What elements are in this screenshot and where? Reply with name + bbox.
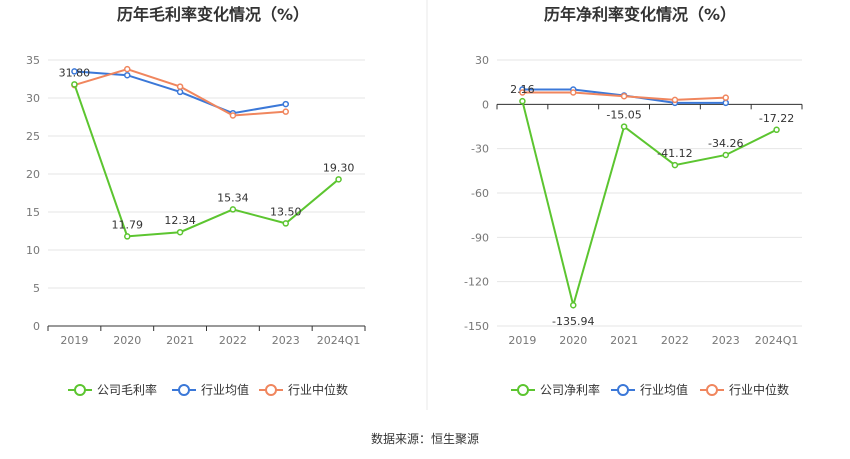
data-point: [282, 100, 289, 108]
net-margin-title: 历年净利率变化情况（%）: [544, 5, 736, 24]
data-point: [282, 108, 289, 115]
x-tick-label: 2020: [113, 334, 141, 347]
y-tick-label: -120: [464, 276, 489, 289]
data-label: 11.79: [112, 218, 144, 231]
data-label: 19.30: [323, 161, 355, 174]
data-point: [773, 126, 780, 134]
legend-label: 行业均值: [640, 382, 688, 397]
gross-margin-legend: 公司毛利率 行业均值 行业中位数: [68, 382, 348, 397]
x-tick-label: 2019: [508, 334, 536, 347]
data-point: [176, 88, 184, 96]
x-tick-label: 2021: [610, 334, 638, 347]
y-tick-label: 35: [26, 54, 40, 67]
data-point: [620, 92, 628, 100]
data-point: [519, 89, 526, 96]
data-point: [335, 176, 342, 183]
y-tick-label: 10: [26, 244, 40, 257]
y-tick-label: -150: [464, 320, 489, 333]
data-point: [519, 97, 526, 105]
data-label: 2.16: [510, 83, 535, 96]
data-point: [620, 123, 628, 130]
data-point: [722, 99, 729, 107]
data-point: [722, 94, 729, 101]
legend-label: 公司毛利率: [97, 382, 157, 397]
legend-marker: [617, 384, 629, 396]
data-point: [229, 206, 237, 213]
x-tick-label: 2020: [559, 334, 587, 347]
series-line: [521, 100, 778, 310]
data-point: [570, 89, 577, 96]
y-tick-label: 30: [475, 54, 489, 67]
data-point: [124, 71, 131, 79]
data-point: [71, 68, 78, 75]
data-point: [176, 228, 184, 236]
legend-marker: [74, 384, 86, 396]
data-label: -41.12: [657, 147, 692, 160]
legend-label: 行业均值: [201, 382, 249, 397]
gross-margin-title: 历年毛利率变化情况（%）: [117, 5, 309, 24]
data-point: [282, 220, 289, 227]
y-tick-label: 5: [33, 282, 40, 295]
x-tick-label: 2019: [60, 334, 88, 347]
data-label: 15.34: [217, 191, 249, 204]
y-tick-label: 25: [26, 130, 40, 143]
data-point: [671, 161, 679, 169]
y-tick-label: 30: [26, 92, 40, 105]
x-tick-label: 2023: [272, 334, 300, 347]
data-point: [124, 65, 131, 73]
net-margin-legend: 公司净利率 行业均值 行业中位数: [511, 382, 789, 397]
data-label: -15.05: [606, 109, 641, 122]
data-source: 数据来源：恒生聚源: [371, 431, 479, 446]
y-tick-label: -30: [471, 143, 489, 156]
legend-marker: [178, 384, 190, 396]
y-tick-label: -60: [471, 187, 489, 200]
legend-marker: [517, 384, 529, 396]
x-tick-label: 2022: [219, 334, 247, 347]
x-tick-label: 2022: [661, 334, 689, 347]
data-point: [71, 81, 78, 88]
legend-label: 行业中位数: [729, 382, 789, 397]
series-line: [73, 83, 340, 238]
y-tick-label: 20: [26, 168, 40, 181]
data-label: -17.22: [759, 112, 794, 125]
data-point: [671, 96, 679, 104]
data-label: 13.50: [270, 205, 302, 218]
x-tick-label: 2024Q1: [755, 334, 799, 347]
legend-marker: [706, 384, 718, 396]
x-tick-label: 2024Q1: [317, 334, 361, 347]
data-point: [722, 151, 729, 159]
net-margin-chart: -150 -120 -90 -60 -30 0 30 2019 2020 2021 2022 2023…: [464, 54, 803, 347]
data-label: -34.26: [708, 137, 743, 150]
y-tick-label: -90: [471, 231, 489, 244]
data-point: [176, 83, 184, 90]
x-tick-label: 2021: [166, 334, 194, 347]
y-tick-label: 0: [482, 98, 489, 111]
legend-label: 行业中位数: [288, 382, 348, 397]
legend-marker: [265, 384, 277, 396]
data-point: [229, 112, 237, 119]
legend-label: 公司净利率: [540, 382, 600, 397]
data-label: -135.94: [552, 315, 594, 328]
data-point: [124, 233, 131, 240]
data-label: 31.80: [59, 66, 91, 79]
y-tick-label: 0: [33, 320, 40, 333]
y-tick-label: 15: [26, 206, 40, 219]
x-tick-label: 2023: [712, 334, 740, 347]
gross-margin-chart: 0 5 10 15 20 25 30 35 2019 2020 2021 2022 2023 2024Q1…: [26, 54, 366, 347]
data-point: [570, 301, 577, 309]
data-label: 12.34: [164, 214, 196, 227]
